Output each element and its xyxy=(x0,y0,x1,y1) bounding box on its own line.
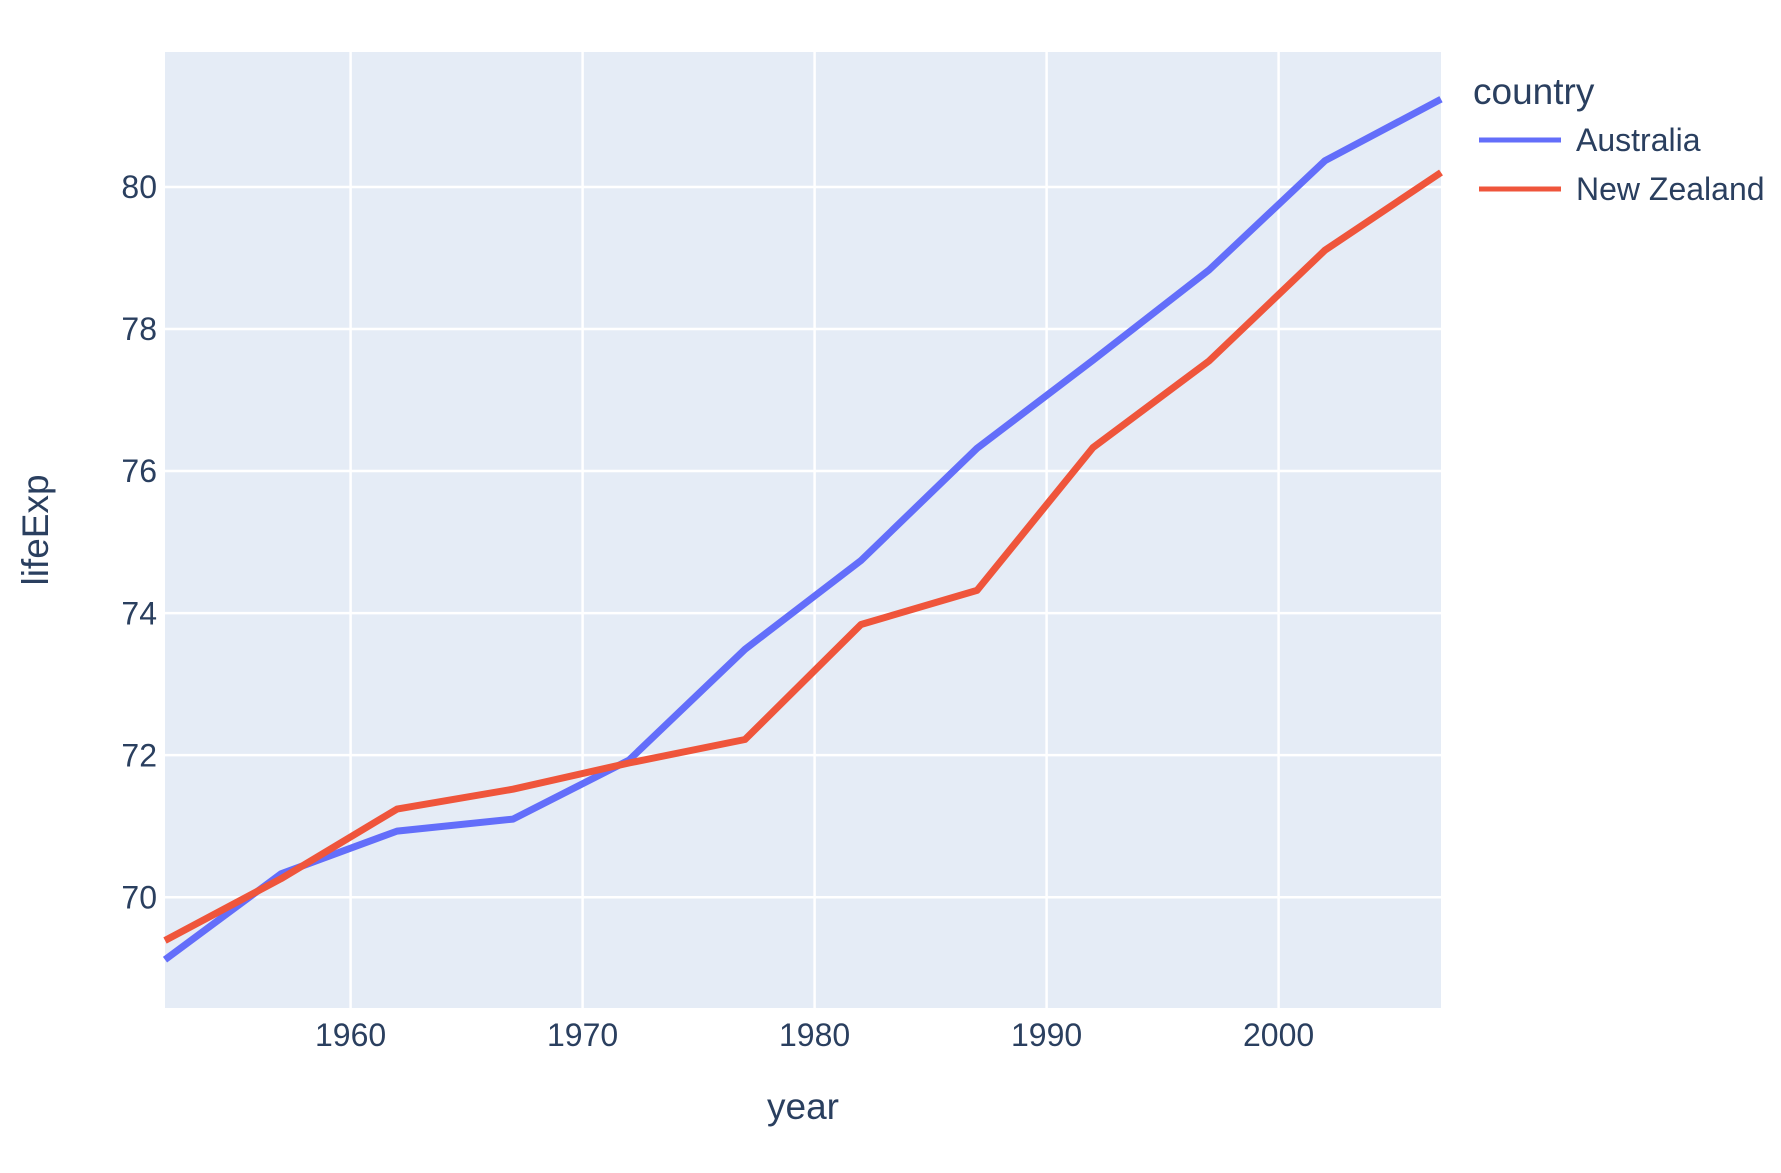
y-tick-label-80: 80 xyxy=(121,169,157,205)
legend: country Australia New Zealand xyxy=(1473,71,1765,207)
legend-item-australia[interactable]: Australia xyxy=(1479,122,1701,158)
x-tick-label-2000: 2000 xyxy=(1243,1017,1314,1053)
legend-title: country xyxy=(1473,71,1595,112)
y-tick-label-72: 72 xyxy=(121,737,157,773)
legend-label-australia: Australia xyxy=(1576,122,1701,158)
legend-label-new-zealand: New Zealand xyxy=(1576,171,1765,207)
plot-area[interactable] xyxy=(165,52,1441,1008)
series-line-new-zealand[interactable] xyxy=(163,169,1443,944)
legend-item-new-zealand[interactable]: New Zealand xyxy=(1479,171,1765,207)
y-tick-label-70: 70 xyxy=(121,879,157,915)
x-axis-title: year xyxy=(767,1086,839,1127)
x-tick-label-1970: 1970 xyxy=(547,1017,618,1053)
y-tick-label-74: 74 xyxy=(121,595,157,631)
y-tick-label-78: 78 xyxy=(121,311,157,347)
y-tick-label-76: 76 xyxy=(121,453,157,489)
y-axis-title: lifeExp xyxy=(15,474,56,585)
x-tick-label-1990: 1990 xyxy=(1011,1017,1082,1053)
series-line-australia[interactable] xyxy=(162,96,1443,963)
x-tick-label-1980: 1980 xyxy=(779,1017,850,1053)
x-tick-label-1960: 1960 xyxy=(315,1017,386,1053)
